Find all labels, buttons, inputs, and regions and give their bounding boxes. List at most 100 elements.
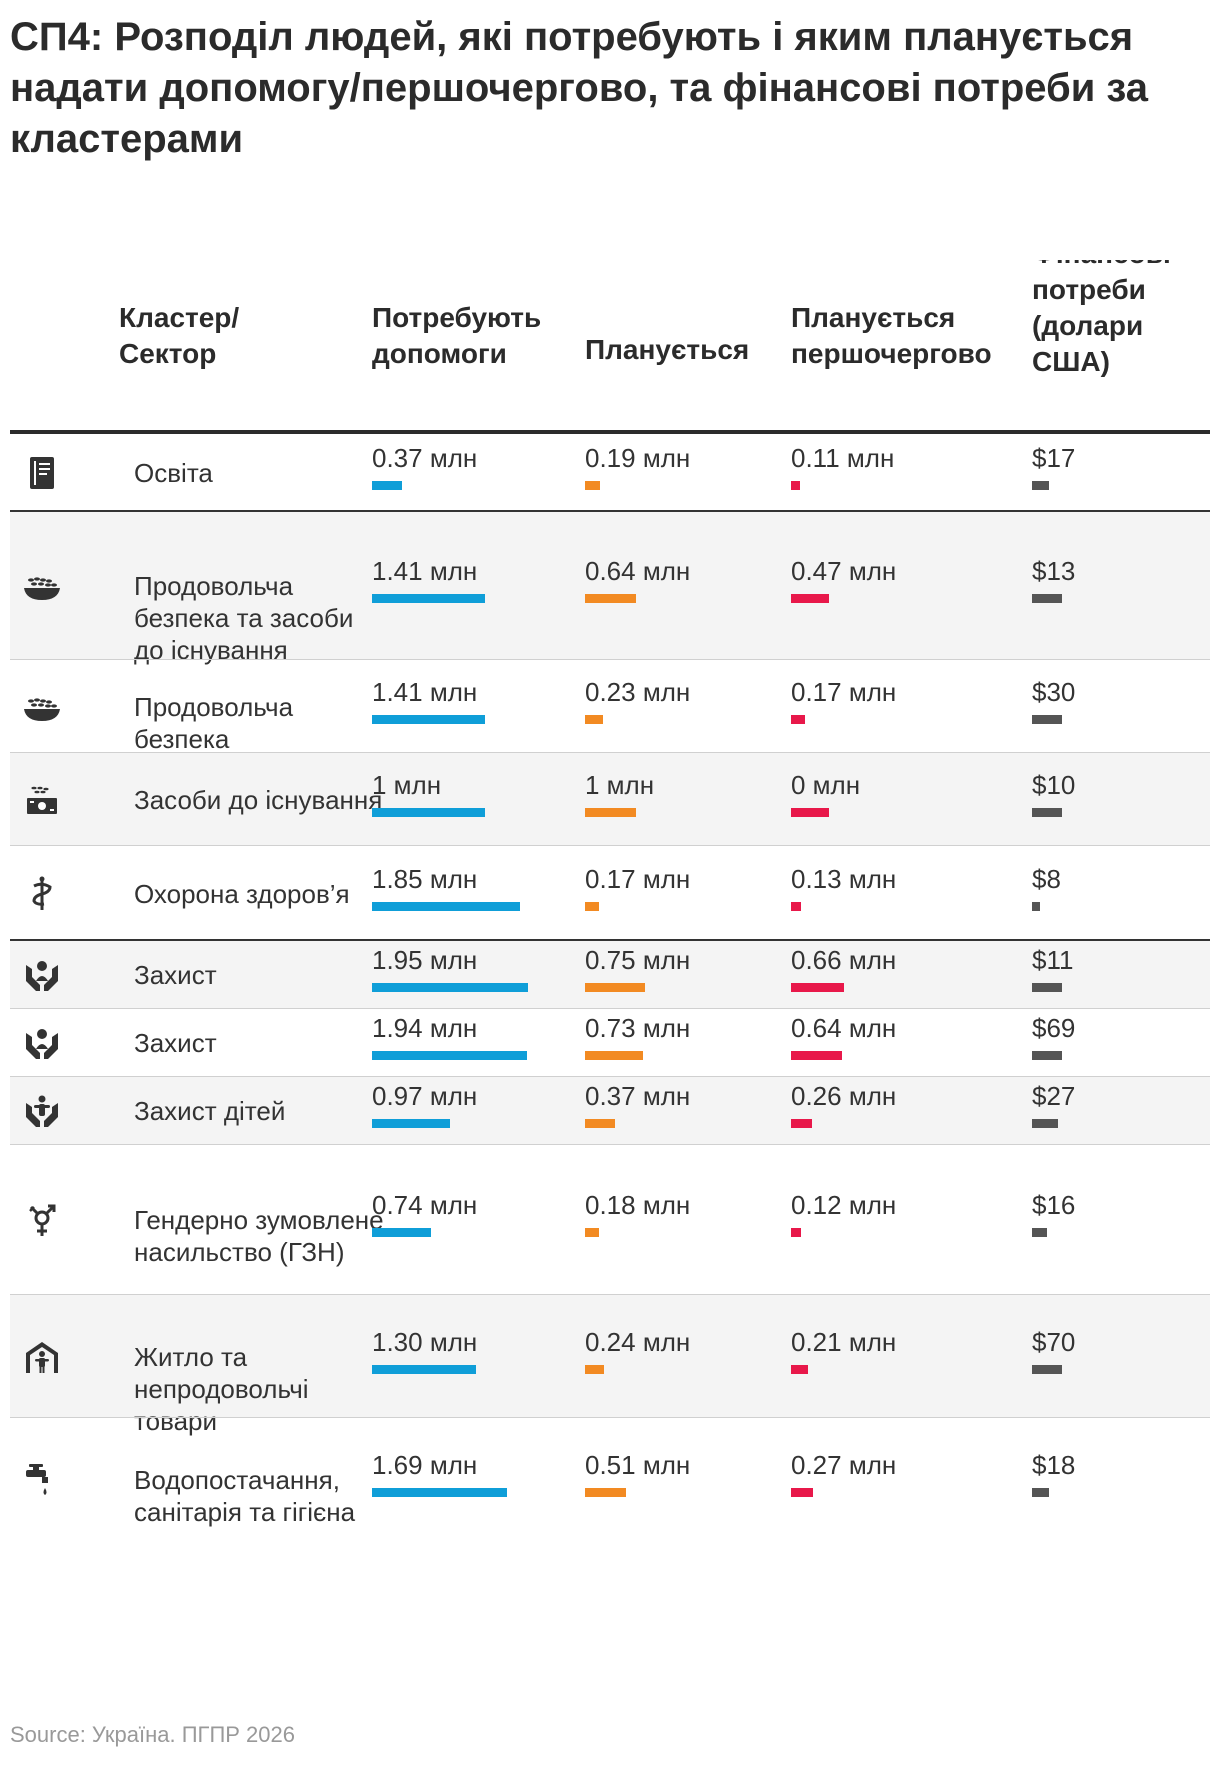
financial-cell: $30: [1032, 677, 1092, 733]
priority-value: 0.13 млн: [791, 863, 897, 894]
need-cell: 0.74 млн: [372, 1190, 592, 1246]
planned-value: 0.17 млн: [585, 863, 691, 894]
row-separator: [10, 659, 1210, 660]
financial-value: $70: [1032, 1326, 1076, 1357]
planned-cell: 0.37 млн: [585, 1081, 805, 1137]
need-cell: 1.94 млн: [372, 1013, 592, 1069]
financial-cell: $8: [1032, 864, 1092, 920]
cluster-name: Захист: [134, 1028, 217, 1058]
financial-value: $27: [1032, 1081, 1076, 1111]
priority-cell: 0.66 млн: [791, 945, 1011, 1001]
need-value: 1.69 млн: [372, 1449, 478, 1480]
planned-value: 0.73 млн: [585, 1013, 691, 1043]
need-cell: 1.30 млн: [372, 1327, 592, 1383]
need-cell: 0.37 млн: [372, 443, 592, 499]
planned-cell: 0.51 млн: [585, 1450, 805, 1506]
protection-icon: [22, 955, 62, 995]
need-value: 0.97 млн: [372, 1081, 478, 1111]
shelter-icon: [22, 1337, 62, 1377]
cluster-name: Захист дітей: [134, 1096, 286, 1126]
gender-icon: [22, 1200, 62, 1240]
livelihoods-icon: [22, 780, 62, 820]
header-planned: Планується: [585, 334, 750, 365]
planned-cell: 0.64 млн: [585, 556, 805, 612]
planned-bar: [585, 481, 600, 490]
priority-bar: [791, 1119, 812, 1128]
priority-bar: [791, 901, 801, 911]
financial-value: $30: [1032, 676, 1076, 707]
priority-bar: [791, 594, 829, 603]
financial-bar: [1032, 1487, 1049, 1497]
need-value: 1 млн: [372, 769, 442, 800]
need-bar: [372, 1364, 476, 1374]
priority-bar: [791, 1487, 813, 1497]
cluster-name: Гендерно зумовлене насильство (ГЗН): [134, 1205, 384, 1267]
table-row: Гендерно зумовлене насильство (ГЗН) 0.74 …: [10, 1145, 1210, 1295]
priority-cell: 0.64 млн: [791, 1013, 1011, 1069]
table-row: Захист 1.95 млн 0.75 млн 0.66 млн $11: [10, 941, 1210, 1009]
need-cell: 1.95 млн: [372, 945, 592, 1001]
row-separator: [10, 752, 1210, 753]
priority-value: 0.11 млн: [791, 443, 895, 473]
priority-bar: [791, 1364, 808, 1374]
financial-cell: $11: [1032, 945, 1092, 1001]
planned-cell: 0.17 млн: [585, 864, 805, 920]
table-viewport: Кластер/ Сектор Потребують допомоги План…: [10, 260, 1210, 1670]
header-cluster: Кластер/ Сектор: [119, 302, 240, 369]
financial-value: $10: [1032, 769, 1076, 800]
table-row: Охорона здоров’я 1.85 млн 0.17 млн 0.13 млн…: [10, 846, 1210, 941]
planned-cell: 1 млн: [585, 770, 805, 826]
priority-value: 0.12 млн: [791, 1190, 897, 1220]
planned-bar: [585, 1051, 643, 1060]
planned-bar: [585, 1487, 626, 1497]
financial-cell: $16: [1032, 1190, 1092, 1246]
table-row: Водопостачання, санітарія та гігієна 1.69…: [10, 1418, 1210, 1541]
planned-value: 0.24 млн: [585, 1326, 691, 1357]
row-separator: [10, 1076, 1210, 1077]
priority-cell: 0.12 млн: [791, 1190, 1011, 1246]
child-protection-icon: [22, 1091, 62, 1131]
need-value: 1.95 млн: [372, 945, 478, 975]
row-separator: [10, 1008, 1210, 1009]
priority-cell: 0.27 млн: [791, 1450, 1011, 1506]
cluster-name: Захист: [134, 960, 217, 990]
planned-cell: 0.23 млн: [585, 677, 805, 733]
need-cell: 1.41 млн: [372, 556, 592, 612]
row-separator: [10, 845, 1210, 846]
need-bar: [372, 1119, 450, 1128]
financial-cell: $70: [1032, 1327, 1092, 1383]
table-row: Продовольча безпека та засоби до існуван…: [10, 512, 1210, 665]
financial-cell: $10: [1032, 770, 1092, 826]
row-separator: [10, 1294, 1210, 1295]
financial-bar: [1032, 1119, 1058, 1128]
header-financial: Фінансові потреби (долари США): [1032, 260, 1171, 377]
priority-value: 0.66 млн: [791, 945, 897, 975]
header-priority: Планується першочергово: [791, 302, 992, 369]
protection-icon: [22, 1023, 62, 1063]
planned-value: 1 млн: [585, 769, 655, 800]
financial-bar: [1032, 983, 1062, 992]
priority-cell: 0 млн: [791, 770, 1011, 826]
priority-bar: [791, 1051, 842, 1060]
financial-value: $69: [1032, 1013, 1076, 1043]
priority-cell: 0.47 млн: [791, 556, 1011, 612]
need-bar: [372, 1228, 431, 1237]
financial-cell: $18: [1032, 1450, 1092, 1506]
need-cell: 1.41 млн: [372, 677, 592, 733]
planned-cell: 0.24 млн: [585, 1327, 805, 1383]
food-bowl-icon: [22, 687, 62, 727]
need-bar: [372, 901, 520, 911]
table-row: Освіта 0.37 млн 0.19 млн 0.11 млн $17: [10, 434, 1210, 512]
planned-value: 0.64 млн: [585, 556, 691, 586]
financial-cell: $27: [1032, 1081, 1092, 1137]
need-value: 1.30 млн: [372, 1326, 478, 1357]
financial-value: $13: [1032, 556, 1076, 586]
priority-bar: [791, 481, 800, 490]
planned-cell: 0.19 млн: [585, 443, 805, 499]
financial-bar: [1032, 481, 1049, 490]
financial-bar: [1032, 594, 1062, 603]
cluster-name: Засоби до існування: [134, 784, 383, 815]
need-cell: 1.69 млн: [372, 1450, 592, 1506]
planned-value: 0.51 млн: [585, 1449, 691, 1480]
need-value: 1.85 млн: [372, 863, 478, 894]
